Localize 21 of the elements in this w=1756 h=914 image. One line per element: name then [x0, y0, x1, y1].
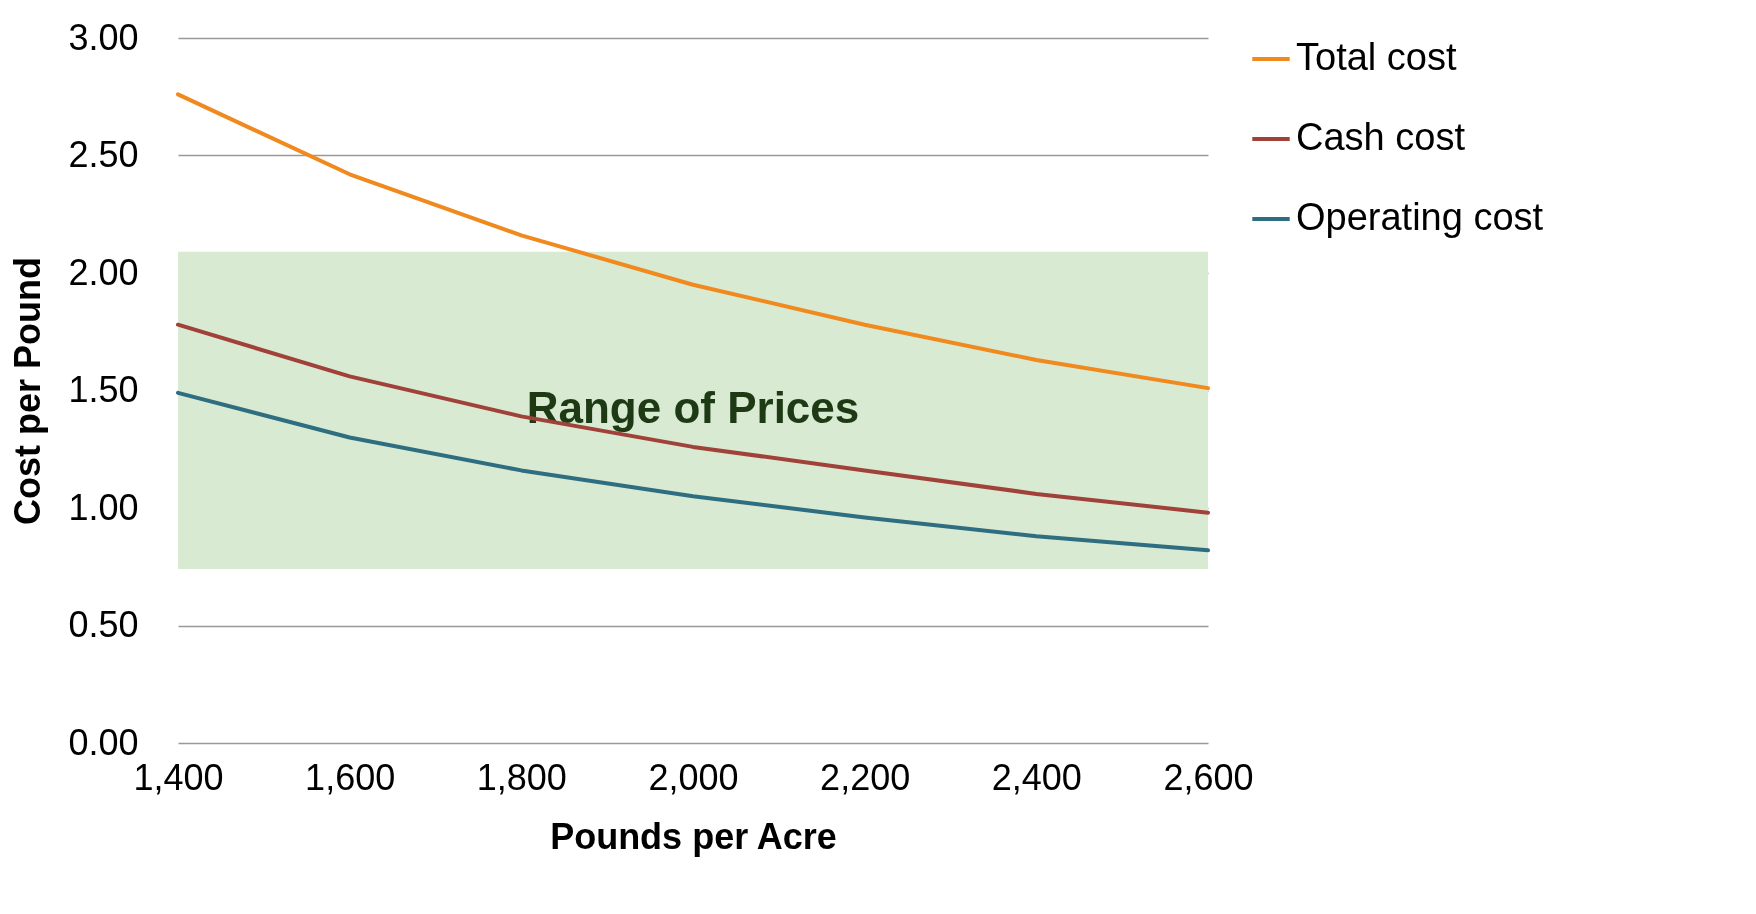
y-tick-label: 2.00 [68, 251, 139, 293]
line-series [176, 390, 1210, 553]
x-tick-label: 1,800 [476, 756, 567, 798]
legend-label: Cash cost [1296, 116, 1466, 158]
legend-label: Total cost [1296, 36, 1457, 78]
x-tick-label: 2,600 [1163, 756, 1254, 798]
legend-label: Operating cost [1296, 196, 1544, 238]
x-tick-label: 2,000 [648, 756, 739, 798]
x-tick-label: 1,600 [305, 756, 396, 798]
y-tick-label: 3.00 [68, 16, 139, 58]
x-tick-label: 2,400 [991, 756, 1082, 798]
y-axis-title: Cost per Pound [7, 257, 49, 525]
x-axis-title: Pounds per Acre [550, 815, 837, 857]
y-tick-label: 1.00 [68, 486, 139, 528]
x-tick-label: 2,200 [820, 756, 911, 798]
band-label: Range of Prices [526, 383, 860, 433]
y-tick-label: 0.50 [68, 604, 139, 645]
line-series [176, 92, 1210, 391]
y-tick-label: 1.50 [68, 369, 139, 410]
y-tick-label: 2.50 [68, 134, 139, 175]
line-series [176, 322, 1210, 515]
